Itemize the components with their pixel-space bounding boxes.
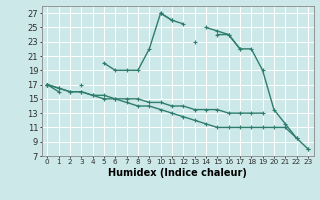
- X-axis label: Humidex (Indice chaleur): Humidex (Indice chaleur): [108, 168, 247, 178]
